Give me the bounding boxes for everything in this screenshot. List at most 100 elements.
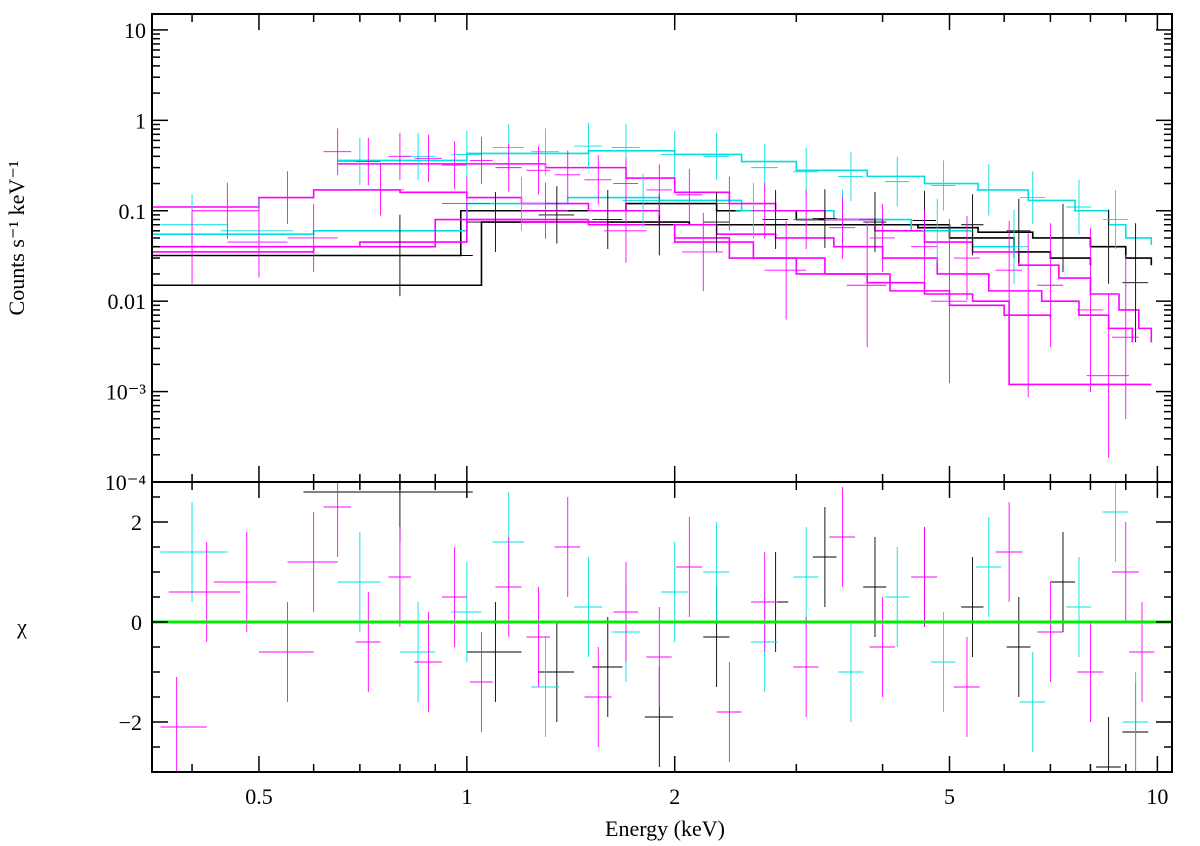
magenta-model-2 [152,189,1134,343]
residual-y-axis-title: χ [16,614,27,639]
magenta-residuals-point [213,532,277,632]
black-residuals-point [1006,597,1031,697]
magenta-residuals-point [716,662,742,762]
magenta-data-point [911,209,938,284]
black-residuals-point [592,617,623,717]
cyan-residuals-point [399,602,436,702]
cyan-data-point [220,198,293,263]
black-residuals-point [303,482,473,542]
cyan-residuals-point [574,557,603,657]
cyan-data-point [574,122,603,170]
cyan-data-point [824,190,860,250]
residual-panel [152,482,1172,772]
magenta-data-point [554,150,581,200]
magenta-data-point [1037,223,1063,348]
magenta-data-point [323,128,352,176]
magenta-data-point [355,137,381,186]
magenta-data-point [846,223,887,348]
magenta-data-point [1009,233,1047,398]
magenta-data-point [995,220,1023,320]
spectrum-y-tick-label: 10 [124,18,146,43]
magenta-residuals-point [869,597,896,697]
magenta-residuals-point [829,487,856,587]
black-data-point [1096,209,1121,284]
cyan-residuals-point [660,542,688,642]
cyan-data-point [793,147,819,196]
magenta-residuals-point [911,527,938,627]
magenta-data-point [676,168,702,221]
cyan-residuals-point [1122,672,1149,772]
cyan-residuals-point [884,547,910,647]
magenta-residuals-point [414,612,442,712]
black-data-point [1006,198,1031,263]
cyan-residuals-point [1102,482,1128,562]
cyan-data-point [495,176,546,231]
magenta-data-point [764,220,807,320]
magenta-residuals-point [323,482,352,557]
magenta-data-point [441,141,467,189]
black-data-point [961,194,984,256]
black-data-point [538,186,575,244]
magenta-residuals-point [287,512,338,612]
cyan-data-point [622,173,663,228]
cyan-data-point [451,130,482,178]
magenta-data-point [388,132,411,180]
magenta-data-point [192,182,259,239]
magenta-residuals-point [584,647,612,747]
magenta-data-point [829,196,856,259]
x-tick-label: 10 [1146,784,1168,809]
spectrum-y-tick-label: 0.1 [119,199,147,224]
black-data-point [703,192,730,253]
magenta-residuals-point [258,602,314,702]
residual-data-points [160,482,1155,772]
black-residuals-point [812,507,837,607]
residual-y-tick-label: 0 [131,610,142,635]
magenta-residuals-point [355,592,381,692]
cyan-residuals-point [838,622,864,722]
cyan-residuals-point [160,502,228,602]
black-residuals-point [1096,717,1121,772]
black-data-point [303,214,473,297]
magenta-model-3 [152,218,1152,386]
black-data-point [466,192,522,253]
magenta-residuals-point [953,637,980,737]
x-tick-label: 2 [669,784,680,809]
spectrum-data-points [160,122,1149,458]
magenta-data-point [287,203,338,272]
cyan-residuals-point [930,612,956,712]
magenta-model-1 [337,163,1153,343]
spectrum-panel [152,122,1153,458]
magenta-residuals-point [160,677,207,772]
spectrum-y-tick-label: 1 [135,108,146,133]
magenta-data-point [1077,227,1104,392]
magenta-residuals-point [1129,602,1155,702]
magenta-residuals-point [168,542,241,642]
cyan-data-point [930,160,956,211]
magenta-residuals-point [751,552,778,652]
spectrum-y-tick-label: 0.01 [108,289,147,314]
magenta-data-point [414,134,442,182]
spectrum-model-lines [152,150,1153,386]
magenta-residuals-point [793,617,819,717]
cyan-residuals-point [975,517,1002,617]
magenta-data-point [227,206,288,278]
magenta-residuals-point [441,547,467,647]
cyan-data-point [531,128,560,176]
spectrum-y-tick-label: 10⁻⁴ [105,470,147,495]
black-data-point [812,189,837,248]
magenta-data-point [751,182,778,239]
magenta-residuals-point [1077,622,1104,722]
panel-frames [151,13,1173,773]
residual-panel-frame [151,481,1173,773]
cyan-residuals-point [1066,557,1092,657]
magenta-data-point [646,164,672,216]
black-data-point [1122,223,1149,343]
spectrum-y-axis-title: Counts s⁻¹ keV⁻¹ [4,161,29,316]
axis-ticks [152,14,1172,773]
spectrum-y-tick-label: 10⁻³ [106,380,147,405]
magenta-residuals-point [613,562,639,662]
black-residuals-point [1050,532,1076,632]
magenta-residuals-point [554,497,581,597]
